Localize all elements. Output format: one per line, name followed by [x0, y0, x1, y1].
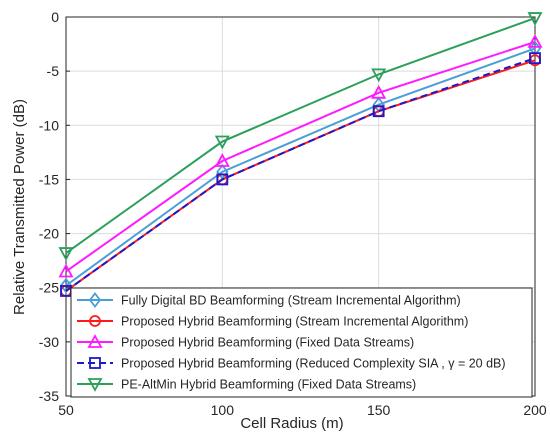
legend-marker: [88, 292, 102, 308]
data-point: [58, 247, 74, 261]
y-tick-label: -5: [47, 63, 60, 79]
series-group: [58, 12, 543, 297]
data-point: [214, 135, 230, 150]
legend-box: [70, 287, 533, 398]
y-axis-label: Relative Transmitted Power (dB): [11, 99, 28, 315]
legend-item: Proposed Hybrid Beamforming (Reduced Com…: [77, 357, 506, 371]
series-line: [65, 47, 536, 287]
x-tick-label: 50: [58, 402, 74, 418]
legend-label: Proposed Hybrid Beamforming (Stream Incr…: [121, 315, 468, 329]
legend-label: Proposed Hybrid Beamforming (Reduced Com…: [121, 357, 506, 371]
data-point: [371, 68, 387, 83]
x-tick-label: 100: [211, 402, 235, 418]
x-axis: 50 100 150 200: [58, 392, 547, 418]
legend-marker: [87, 378, 103, 392]
y-axis: 0 -5 -10 -15 -20 -25 -30 -35: [39, 9, 70, 404]
series-line: [65, 17, 536, 254]
x-axis-label: Cell Radius (m): [240, 415, 343, 432]
series-3: [58, 34, 543, 278]
data-point: [214, 153, 230, 167]
y-tick-label: -35: [39, 388, 59, 404]
data-point: [371, 84, 387, 99]
legend-marker: [87, 334, 103, 348]
legend-label: Fully Digital BD Beamforming (Stream Inc…: [121, 294, 461, 308]
series-line: [65, 57, 536, 292]
y-tick-label: -25: [39, 280, 59, 296]
data-point: [527, 12, 543, 26]
legend-marker: [89, 357, 101, 369]
legend: Fully Digital BD Beamforming (Stream Inc…: [70, 287, 533, 398]
legend-item: Fully Digital BD Beamforming (Stream Inc…: [77, 292, 461, 308]
legend-marker: [89, 315, 101, 327]
data-point: [58, 263, 74, 278]
series-line: [65, 40, 536, 273]
legend-item: Proposed Hybrid Beamforming (Stream Incr…: [77, 315, 468, 329]
x-tick-label: 200: [523, 402, 547, 418]
data-point: [527, 34, 543, 48]
y-tick-label: 0: [51, 9, 59, 25]
legend-label: Proposed Hybrid Beamforming (Fixed Data …: [121, 336, 414, 350]
data-point: [216, 173, 229, 186]
series-5: [58, 12, 543, 261]
data-point: [529, 52, 541, 65]
y-tick-label: -10: [39, 117, 59, 133]
y-tick-label: -15: [39, 171, 59, 187]
x-tick-label: 150: [367, 402, 391, 418]
legend-label: PE-AltMin Hybrid Beamforming (Fixed Data…: [121, 378, 416, 392]
series-4: [60, 52, 541, 297]
y-tick-label: -20: [39, 226, 59, 242]
data-point: [372, 105, 385, 118]
legend-item: PE-AltMin Hybrid Beamforming (Fixed Data…: [77, 378, 416, 392]
data-point: [59, 277, 73, 294]
legend-item: Proposed Hybrid Beamforming (Fixed Data …: [77, 334, 414, 350]
y-tick-label: -30: [39, 334, 59, 350]
